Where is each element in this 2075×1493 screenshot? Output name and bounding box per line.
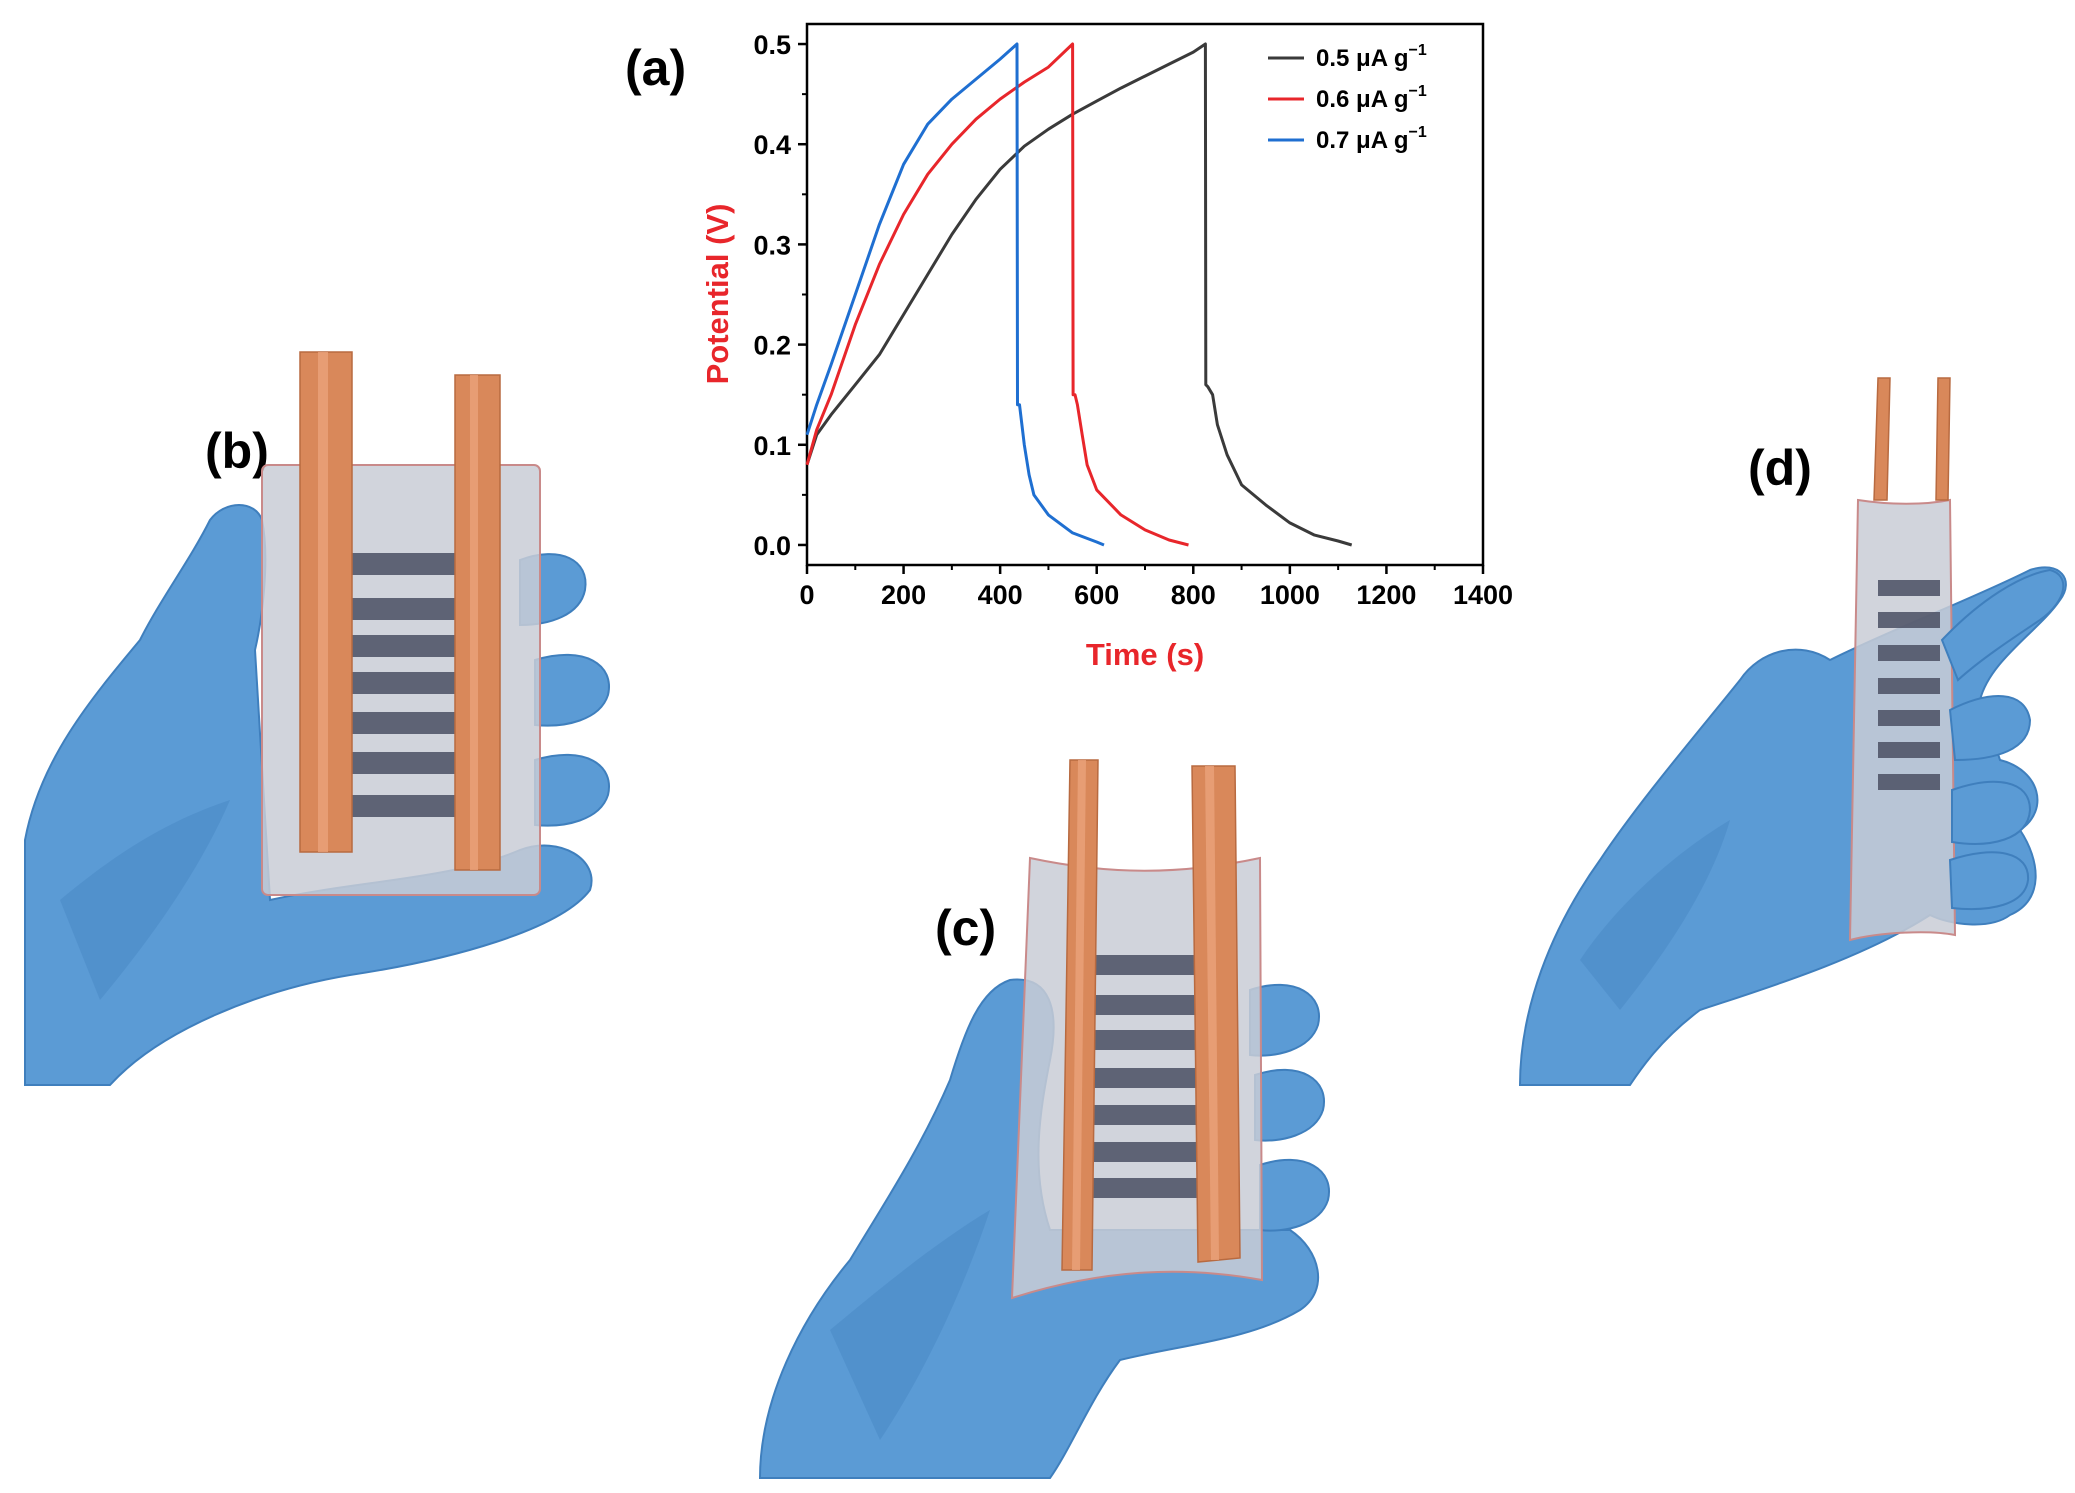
y-tick-label: 0.1	[753, 431, 791, 461]
x-tick-label: 1400	[1453, 580, 1513, 610]
series-lines	[805, 42, 1353, 547]
photo-panel-c: (c)	[758, 759, 1331, 1479]
legend-label-2: 0.6 μA g−1	[1316, 83, 1427, 113]
legend-entry-3: 0.7 μA g−1	[1268, 124, 1427, 154]
series-line-3	[805, 42, 1105, 547]
photo-panel-b: (b)	[24, 351, 610, 1086]
series-line-1	[805, 42, 1353, 547]
legend-label-1: 0.5 μA g−1	[1316, 42, 1427, 72]
y-tick-label: 0.5	[753, 30, 791, 60]
flexible-device-c	[1010, 759, 1264, 1300]
x-tick-label: 0	[799, 580, 814, 610]
chart-legend: 0.5 μA g−1 0.6 μA g−1 0.7 μA g−1	[1268, 42, 1427, 154]
x-tick-label: 400	[978, 580, 1023, 610]
panel-label-b: (b)	[205, 423, 269, 479]
legend-entry-1: 0.5 μA g−1	[1268, 42, 1427, 72]
y-tick-label: 0.3	[753, 230, 791, 260]
x-axis-title: Time (s)	[1086, 637, 1204, 672]
flexible-device-d	[1848, 377, 1957, 942]
y-tick-label: 0.0	[753, 531, 791, 561]
y-tick-label: 0.4	[753, 130, 791, 160]
x-tick-label: 600	[1074, 580, 1119, 610]
y-tick-label: 0.2	[753, 331, 791, 361]
legend-label-3: 0.7 μA g−1	[1316, 124, 1427, 154]
x-tick-label: 1200	[1356, 580, 1416, 610]
x-tick-label: 200	[881, 580, 926, 610]
legend-entry-2: 0.6 μA g−1	[1268, 83, 1427, 113]
x-axis-ticks: 0 200 400 600 800 1000 1200 1400	[799, 565, 1513, 610]
panel-label-a: (a)	[625, 40, 686, 96]
series-line-2	[805, 42, 1189, 547]
flexible-device-b	[261, 351, 541, 896]
x-tick-label: 1000	[1260, 580, 1320, 610]
chart-panel-a: (a) 0 200 400 600 800 1000 1200 1400 0.00.10.20…	[625, 22, 1513, 672]
panel-label-d: (d)	[1748, 440, 1812, 496]
y-axis-ticks: 0.0 0.1 0.2 0.3 0.4 0.5	[753, 30, 807, 561]
x-tick-label: 800	[1171, 580, 1216, 610]
y-axis-title: Potential (V)	[700, 204, 735, 385]
panel-label-c: (c)	[935, 900, 996, 956]
photo-panel-d: (d)	[1518, 377, 2067, 1086]
